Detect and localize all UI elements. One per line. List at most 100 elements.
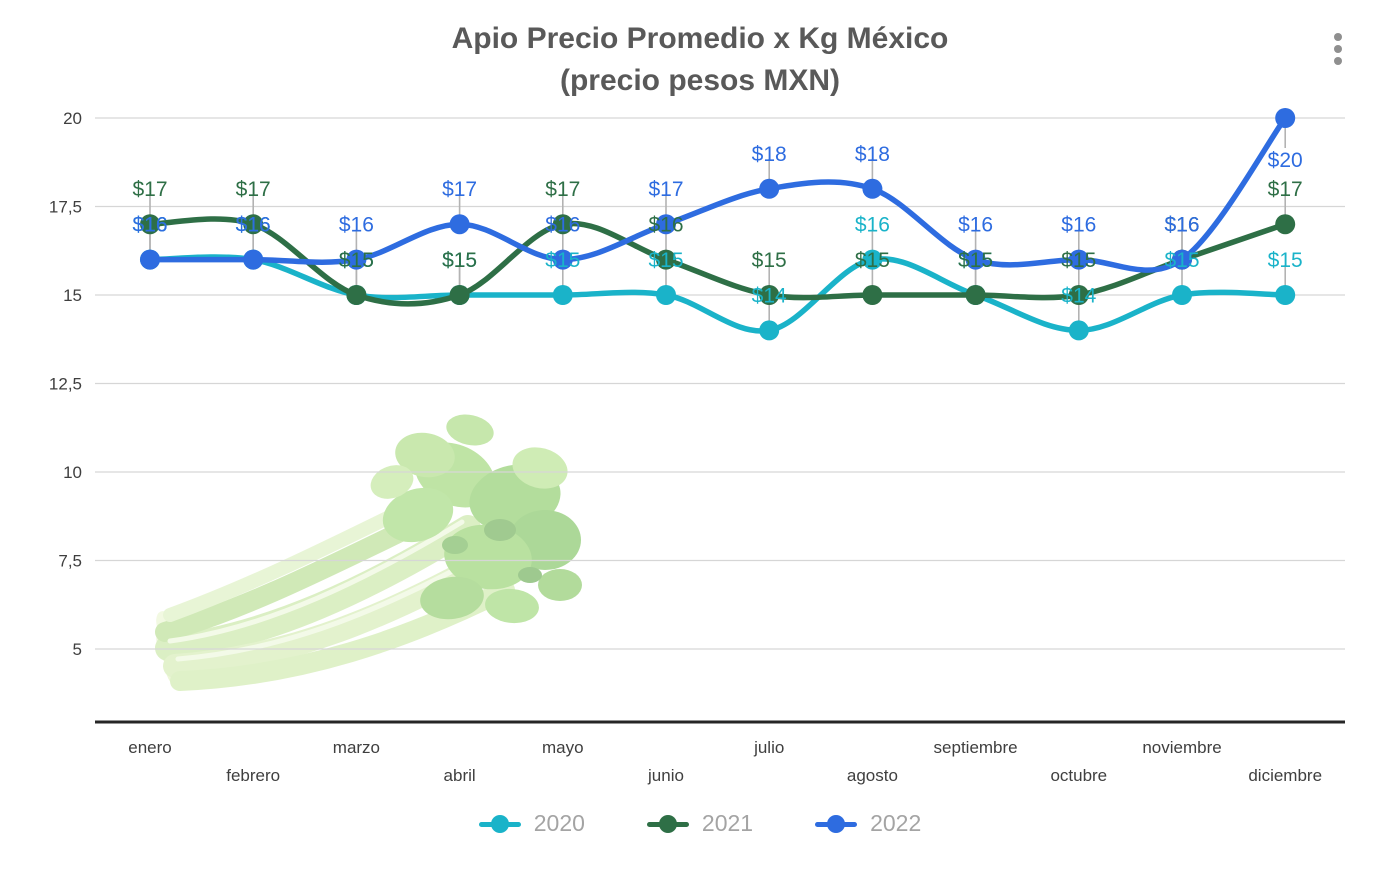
data-label: $15 [339, 249, 374, 272]
legend-marker-2020-icon [478, 814, 521, 834]
legend-marker-2022-icon [815, 814, 858, 834]
data-label: $16 [1061, 214, 1096, 237]
data-label: $15 [752, 249, 787, 272]
y-tick-label: 17,5 [49, 198, 82, 217]
legend-label-2022: 2022 [870, 810, 922, 836]
data-point-2022[interactable] [1068, 249, 1089, 270]
data-label: $17 [442, 178, 477, 201]
data-label: $16 [236, 214, 271, 237]
data-point-2020[interactable] [862, 249, 883, 270]
data-point-2021[interactable] [346, 285, 367, 305]
data-point-2022[interactable] [552, 249, 573, 270]
data-label: $16 [132, 214, 167, 237]
data-point-2021[interactable] [656, 249, 676, 270]
kebab-dot [1334, 33, 1342, 41]
data-point-2022[interactable] [965, 249, 986, 270]
legend-item-2020[interactable]: 2020 [478, 810, 585, 837]
data-label: $16 [855, 214, 890, 237]
legend-item-2022[interactable]: 2022 [815, 810, 921, 837]
x-month-label: enero [128, 738, 171, 757]
kebab-dot [1334, 45, 1342, 53]
data-point-2022[interactable] [1172, 249, 1192, 270]
data-label: $20 [1268, 149, 1303, 172]
data-label: $16 [958, 214, 993, 237]
data-point-2022[interactable] [449, 214, 470, 235]
x-month-label: febrero [226, 766, 280, 785]
data-point-2021[interactable] [1275, 214, 1296, 235]
data-label: $14 [1061, 284, 1096, 307]
data-point-2021[interactable] [759, 285, 780, 305]
data-point-2021[interactable] [862, 285, 883, 305]
more-options-icon[interactable] [1330, 29, 1346, 69]
celery-image [155, 414, 582, 691]
x-month-label: septiembre [934, 738, 1018, 757]
data-point-2022[interactable] [1275, 108, 1296, 128]
data-point-2022[interactable] [243, 249, 264, 270]
data-label: $17 [1268, 178, 1303, 201]
data-label: $17 [132, 178, 167, 201]
x-month-label: junio [647, 766, 684, 785]
data-point-2021[interactable] [1068, 285, 1089, 305]
data-label: $16 [339, 214, 374, 237]
data-label: $15 [958, 249, 993, 272]
data-point-2022[interactable] [656, 214, 676, 235]
data-label: $15 [855, 249, 890, 272]
data-label: $14 [752, 284, 787, 307]
data-label: $17 [648, 178, 683, 201]
data-label: $15 [1164, 249, 1199, 272]
x-month-label: abril [444, 766, 476, 785]
data-label: $16 [236, 214, 271, 237]
data-point-2020[interactable] [552, 285, 573, 305]
data-point-2020[interactable] [1068, 320, 1089, 341]
data-label: $15 [958, 249, 993, 272]
data-point-2022[interactable] [862, 178, 883, 199]
y-tick-label: 7,5 [58, 552, 82, 571]
data-label: $16 [1164, 214, 1199, 237]
series-line-2020[interactable] [147, 254, 1288, 334]
x-month-label: agosto [847, 766, 898, 785]
data-point-2020[interactable] [1172, 285, 1192, 305]
data-label: $15 [442, 249, 477, 272]
chart-title: Apio Precio Promedio x Kg México (precio… [0, 18, 1400, 102]
data-point-2021[interactable] [965, 285, 986, 305]
legend-label-2020: 2020 [533, 810, 585, 836]
data-label: $16 [132, 214, 167, 237]
x-month-label: julio [753, 738, 784, 757]
data-label: $16 [1164, 214, 1199, 237]
data-label: $15 [545, 249, 580, 272]
legend-item-2021[interactable]: 2021 [646, 810, 754, 837]
data-label: $15 [442, 249, 477, 272]
y-tick-label: 20 [63, 109, 82, 128]
data-point-2020[interactable] [656, 285, 676, 305]
data-point-2021[interactable] [243, 214, 264, 235]
kebab-dot [1334, 57, 1342, 65]
data-point-2021[interactable] [449, 285, 470, 305]
legend-marker-2021-icon [646, 814, 689, 834]
x-month-label: marzo [333, 738, 380, 757]
data-point-2020[interactable] [759, 320, 780, 341]
y-tick-label: 5 [73, 640, 82, 659]
y-tick-label: 15 [63, 286, 82, 305]
data-label: $18 [855, 143, 890, 166]
legend-label-2021: 2021 [701, 810, 754, 836]
data-label: $16 [545, 214, 580, 237]
data-point-2021[interactable] [552, 214, 573, 235]
data-label: $17 [236, 178, 271, 201]
data-point-2020[interactable] [1275, 285, 1296, 305]
data-label: $16 [648, 214, 683, 237]
y-tick-label: 10 [63, 463, 82, 482]
data-label: $15 [1268, 249, 1303, 272]
data-label: $15 [339, 249, 374, 272]
data-point-2022[interactable] [759, 178, 780, 199]
chart-legend: 2020 2021 2022 [0, 810, 1400, 837]
data-point-2022[interactable] [140, 249, 160, 270]
data-point-2022[interactable] [346, 249, 367, 270]
data-point-2021[interactable] [140, 214, 160, 235]
x-month-label: noviembre [1142, 738, 1221, 757]
x-month-label: octubre [1050, 766, 1107, 785]
x-month-label: mayo [542, 738, 584, 757]
chart-title-line2: (precio pesos MXN) [559, 64, 841, 97]
series-line-2022[interactable] [147, 115, 1288, 273]
